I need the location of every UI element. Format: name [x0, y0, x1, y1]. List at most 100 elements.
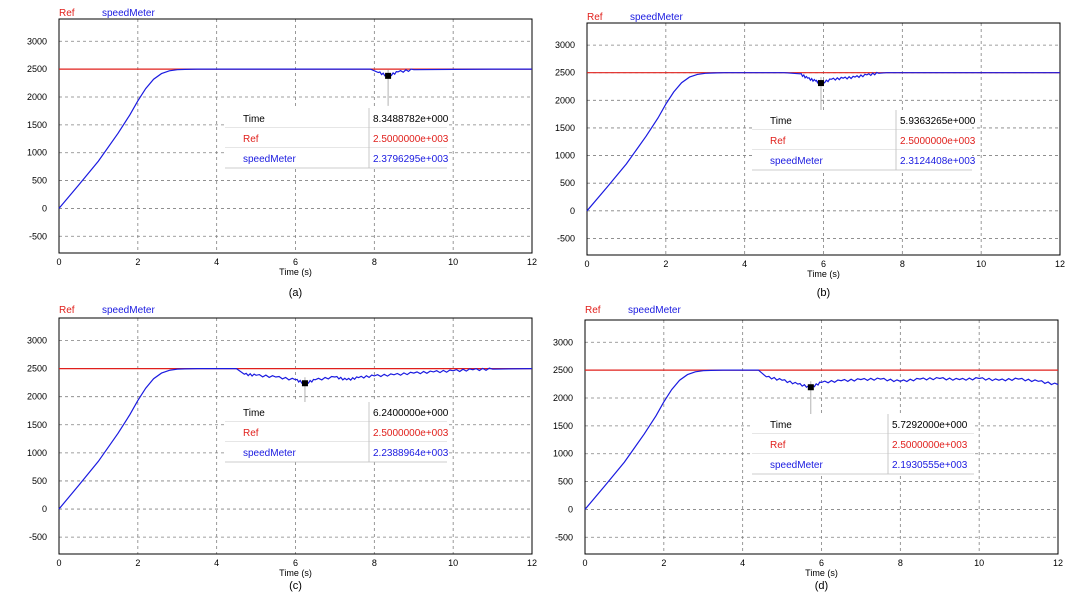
y-tick-label: 1000 — [555, 151, 575, 161]
readout-value: 2.5000000e+003 — [373, 428, 449, 439]
x-tick-label: 12 — [527, 257, 537, 267]
readout-label: Ref — [770, 440, 786, 451]
x-tick-label: 4 — [214, 257, 219, 267]
y-tick-label: 0 — [42, 504, 47, 514]
legend-speedmeter: speedMeter — [102, 8, 155, 19]
y-tick-label: 500 — [558, 477, 573, 487]
y-tick-label: 2500 — [27, 364, 47, 374]
y-tick-label: 1500 — [27, 120, 47, 130]
readout-row — [752, 434, 974, 454]
readout-value: 2.5000000e+003 — [373, 134, 449, 145]
legend-ref: Ref — [587, 12, 603, 23]
plot-frame — [58, 317, 533, 555]
x-tick-label: 8 — [372, 257, 377, 267]
readout-row — [752, 130, 972, 150]
readout-label: Ref — [770, 136, 786, 147]
readout-value: 5.7292000e+000 — [892, 420, 968, 431]
panel-caption: (b) — [817, 287, 830, 299]
x-tick-label: 8 — [372, 558, 377, 568]
x-tick-label: 0 — [56, 257, 61, 267]
x-tick-label: 10 — [974, 558, 984, 568]
x-tick-label: 0 — [56, 558, 61, 568]
cursor-marker[interactable] — [301, 380, 308, 387]
chart-panel-d: Ref speedMeter 0 2 4 6 8 10 12 -500 0 500 1000 1500 20… — [553, 305, 1063, 592]
readout-value: 2.3796295e+003 — [373, 154, 449, 165]
readout-row — [225, 148, 447, 168]
y-tick-label: -500 — [557, 233, 575, 243]
y-tick-label: -500 — [29, 532, 47, 542]
y-tick-label: 2500 — [553, 365, 573, 375]
panel-caption: (d) — [815, 580, 828, 592]
readout-value: 8.3488782e+000 — [373, 114, 449, 125]
legend-ref: Ref — [59, 8, 75, 19]
readout-label: speedMeter — [243, 154, 296, 165]
readout-value: 5.9363265e+000 — [900, 116, 976, 127]
cursor-marker[interactable] — [817, 80, 824, 87]
readout-label: speedMeter — [770, 460, 823, 471]
panel-caption: (c) — [289, 580, 302, 592]
readout-label: speedMeter — [770, 156, 823, 167]
cursor-marker[interactable] — [807, 384, 814, 391]
readout-row — [752, 150, 972, 170]
series-speedmeter-line — [58, 68, 532, 209]
legend-speedmeter: speedMeter — [630, 12, 683, 23]
legend-ref: Ref — [59, 305, 75, 316]
readout-row — [752, 414, 974, 434]
y-tick-label: 2500 — [27, 64, 47, 74]
y-tick-label: 3000 — [27, 335, 47, 345]
readout-value: 6.2400000e+000 — [373, 408, 449, 419]
plot-frame — [586, 22, 1061, 256]
plot-frame — [58, 18, 533, 254]
series-speedmeter-line — [584, 369, 1059, 510]
y-tick-label: 1000 — [27, 448, 47, 458]
readout-value: 2.1930555e+003 — [892, 460, 968, 471]
y-tick-label: 2000 — [555, 95, 575, 105]
y-tick-label: 3000 — [555, 40, 575, 50]
y-tick-label: 2000 — [553, 393, 573, 403]
cursor-marker[interactable] — [385, 72, 392, 79]
x-tick-label: 12 — [1053, 558, 1063, 568]
y-tick-label: 500 — [32, 176, 47, 186]
chart-panel-a: Ref speedMeter 0 2 4 6 8 10 12 -500 0 500 1000 1500 20… — [27, 8, 537, 299]
readout-label: Time — [243, 408, 265, 419]
readout-value: 2.5000000e+003 — [900, 136, 976, 147]
x-tick-label: 0 — [584, 259, 589, 269]
chart-panel-b: Ref speedMeter 0 2 4 6 8 10 12 -500 0 500 1000 1500 20… — [555, 12, 1065, 299]
x-tick-label: 6 — [293, 257, 298, 267]
y-tick-label: -500 — [29, 231, 47, 241]
y-tick-label: 1500 — [27, 420, 47, 430]
x-tick-label: 8 — [898, 558, 903, 568]
x-tick-label: 4 — [214, 558, 219, 568]
readout-label: speedMeter — [243, 448, 296, 459]
y-tick-label: -500 — [555, 532, 573, 542]
readout-row — [225, 128, 447, 148]
y-tick-label: 2000 — [27, 92, 47, 102]
readout-label: Ref — [243, 428, 259, 439]
readout-label: Time — [770, 116, 792, 127]
y-tick-label: 2000 — [27, 392, 47, 402]
y-tick-label: 500 — [32, 476, 47, 486]
y-tick-label: 1000 — [27, 148, 47, 158]
x-tick-label: 2 — [661, 558, 666, 568]
readout-row — [225, 108, 447, 128]
readout-row — [225, 402, 447, 422]
readout-value: 2.3124408e+003 — [900, 156, 976, 167]
x-tick-label: 6 — [821, 259, 826, 269]
y-tick-label: 3000 — [553, 337, 573, 347]
y-tick-label: 0 — [42, 203, 47, 213]
y-tick-label: 1500 — [553, 421, 573, 431]
readout-label: Time — [243, 114, 265, 125]
x-tick-label: 10 — [448, 257, 458, 267]
x-tick-label: 4 — [742, 259, 747, 269]
plot-frame — [584, 319, 1059, 555]
series-speedmeter-line — [58, 367, 533, 510]
readout-row — [225, 422, 447, 442]
y-tick-label: 1000 — [553, 449, 573, 459]
readout-value: 2.5000000e+003 — [892, 440, 968, 451]
legend-speedmeter: speedMeter — [628, 305, 681, 316]
x-tick-label: 2 — [135, 558, 140, 568]
readout-label: Time — [770, 420, 792, 431]
y-tick-label: 0 — [570, 206, 575, 216]
y-tick-label: 3000 — [27, 36, 47, 46]
